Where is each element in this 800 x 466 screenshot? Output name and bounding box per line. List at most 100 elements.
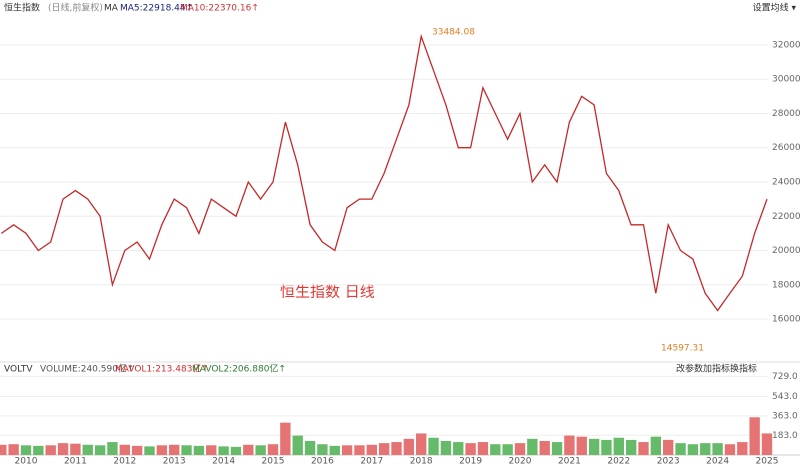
volume-bar: [601, 439, 612, 455]
volume-bar: [230, 446, 242, 455]
x-tick-label: 2014: [212, 457, 235, 466]
x-tick-label: 2017: [360, 457, 383, 466]
volume-bar: [8, 444, 19, 455]
volume-bar: [304, 440, 316, 455]
x-tick-label: 2023: [657, 457, 680, 466]
volume-bar: [675, 443, 686, 455]
volume-bar: [712, 443, 723, 455]
volume-bar: [280, 422, 291, 455]
volume-bar: [378, 443, 390, 455]
price-line: [0, 33, 768, 312]
volume-bar: [329, 445, 340, 455]
volume-bar: [341, 445, 353, 455]
volume-bar: [107, 442, 118, 455]
ma-label: MA5:22918.44↑: [120, 4, 193, 14]
x-tick-label: 2010: [15, 457, 38, 466]
volume-indicator: MAVOL2:206.880亿↑: [192, 363, 286, 375]
x-tick-label: 2020: [509, 457, 532, 466]
volume-bar: [119, 444, 130, 455]
volume-bar: [255, 445, 266, 455]
chart-label: 恒生指数 日线: [280, 283, 375, 301]
volume-bar: [663, 439, 674, 455]
x-tick-label: 2024: [706, 457, 729, 466]
volume-bar: [206, 445, 217, 455]
chart-title: 恒生指数: [4, 2, 40, 14]
volume-bar: [527, 438, 538, 455]
ma-label: MA10:22370.16↑: [180, 4, 259, 14]
x-tick-label: 2012: [113, 457, 136, 466]
volume-bar: [243, 444, 254, 455]
y-tick-label: 28000.0: [772, 109, 800, 119]
volume-title: VOLTV: [4, 365, 33, 375]
y-tick-label: 363.0: [772, 411, 798, 421]
volume-bar: [453, 442, 464, 455]
y-tick-label: 543.0: [772, 392, 798, 402]
volume-bar: [131, 445, 143, 455]
x-tick-label: 2019: [459, 457, 482, 466]
volume-bar: [366, 444, 377, 455]
chart-subtitle: (日线,前复权): [48, 2, 103, 14]
indicator: MA: [104, 4, 119, 14]
volume-bar: [218, 446, 229, 455]
volume-indicator: VOLUME:240.590亿↑: [40, 363, 134, 375]
y-tick-label: 32000.0: [772, 40, 800, 50]
button[interactable]: 加指标: [703, 363, 730, 375]
settings-button[interactable]: 设置均线 ▾: [753, 2, 797, 14]
y-tick-label: 20000.0: [772, 246, 800, 256]
volume-bar: [749, 417, 760, 455]
volume-bar: [292, 435, 303, 455]
volume-bar: [82, 444, 93, 455]
volume-bar: [403, 438, 415, 455]
volume-bar: [33, 445, 44, 455]
volume-bar: [267, 444, 279, 455]
x-tick-label: 2021: [558, 457, 581, 466]
volume-bar: [440, 440, 452, 455]
x-tick-label: 2016: [311, 457, 334, 466]
volume-bar: [502, 444, 513, 455]
volume-bar: [144, 446, 155, 455]
y-tick-label: 30000.0: [772, 75, 800, 85]
volume-bar: [193, 445, 205, 455]
volume-bar: [317, 444, 328, 455]
volume-bar: [551, 442, 563, 455]
volume-bar: [354, 445, 365, 455]
volume-bar: [391, 442, 402, 455]
volume-bar: [57, 443, 69, 455]
volume-bar: [737, 442, 748, 455]
volume-bar: [94, 445, 106, 455]
y-tick-label: 24000.0: [772, 178, 800, 188]
volume-bar: [20, 445, 32, 455]
volume-bar: [45, 445, 56, 455]
volume-bar: [761, 433, 773, 455]
x-tick-label: 2018: [410, 457, 433, 466]
button[interactable]: 换指标: [730, 363, 757, 375]
volume-bar: [465, 443, 476, 455]
y-tick-label: 729.0: [772, 372, 798, 382]
x-tick-label: 2025: [756, 457, 779, 466]
volume-bar: [724, 444, 736, 455]
volume-bar: [539, 440, 550, 455]
volume-bar: [428, 437, 439, 455]
volume-bar: [564, 435, 575, 455]
volume-bar: [477, 442, 489, 455]
volume-bar: [700, 443, 711, 455]
volume-bar: [416, 433, 427, 455]
volume-indicator: MAVOL1:213.483亿↑: [115, 363, 209, 375]
min-annotation: 14597.31: [661, 344, 704, 354]
volume-bar: [625, 439, 637, 455]
volume-bar: [588, 438, 600, 455]
volume-bar: [576, 436, 587, 455]
volume-bar: [514, 443, 526, 455]
volume-bar: [490, 444, 501, 455]
volume-bar: [613, 437, 624, 455]
y-tick-label: 183.0: [772, 431, 798, 441]
max-annotation: 33484.08: [432, 28, 475, 38]
y-tick-label: 22000.0: [772, 212, 800, 222]
button[interactable]: 改参数: [676, 363, 703, 375]
volume-bar: [169, 444, 180, 455]
x-tick-label: 2013: [163, 457, 186, 466]
x-tick-label: 2022: [607, 457, 630, 466]
volume-bar: [70, 443, 81, 455]
volume-bar: [0, 444, 7, 455]
